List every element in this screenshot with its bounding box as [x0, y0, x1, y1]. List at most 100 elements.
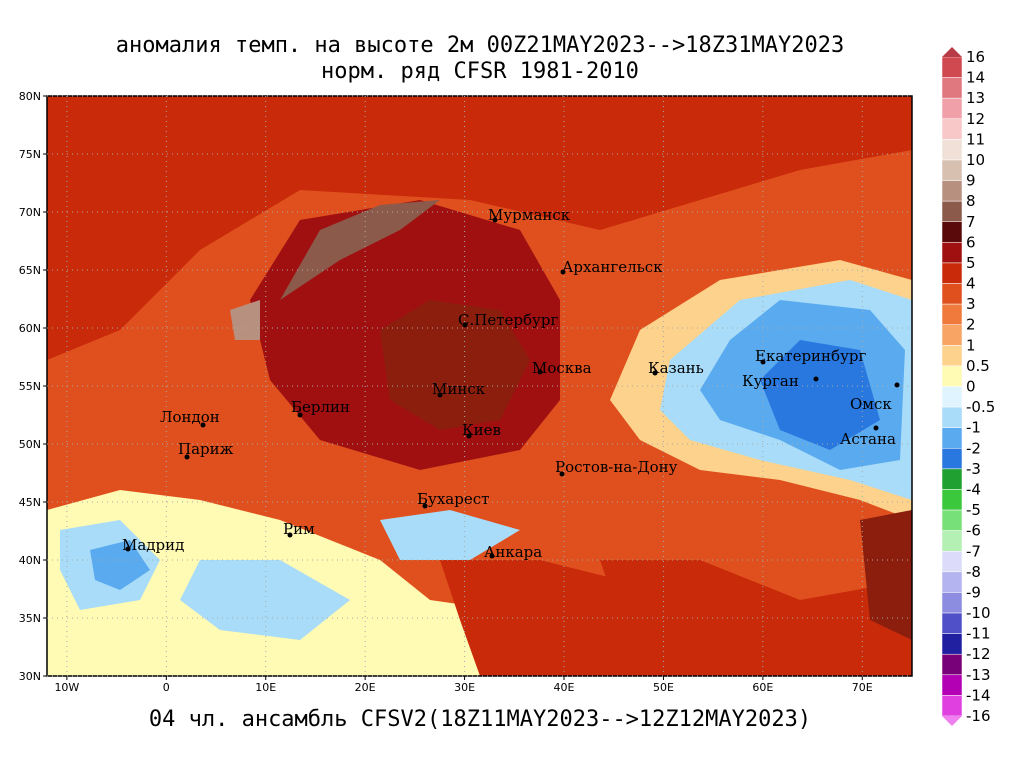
city-label: Ростов-на-Дону [555, 458, 678, 476]
colorbar-swatch [941, 77, 963, 99]
city-dot [462, 322, 468, 328]
lon-tick-label: 10W [54, 681, 79, 694]
colorbar-arrow [942, 47, 962, 57]
colorbar-label: -7 [966, 542, 981, 560]
colorbar-swatch [941, 633, 963, 655]
city-dot [560, 269, 566, 275]
lat-tick-label: 40N [19, 554, 41, 567]
colorbar-label: 14 [966, 69, 985, 87]
lat-tick-label: 75N [19, 148, 41, 161]
city-label: Архангельск [562, 258, 663, 276]
colorbar-swatch [941, 221, 963, 243]
city-label: Астана [840, 430, 896, 448]
colorbar-label: -6 [966, 522, 981, 540]
title-line: аномалия темп. на высоте 2м 00Z21MAY2023… [116, 33, 844, 58]
colorbar-label: -13 [966, 666, 991, 684]
colorbar-label: -10 [966, 604, 991, 622]
colorbar-label: 13 [966, 89, 985, 107]
city-dot [559, 471, 565, 477]
colorbar-swatch [941, 324, 963, 346]
city-dot [422, 503, 428, 509]
lon-tick-label: 70E [852, 681, 873, 694]
city-label: Париж [178, 440, 234, 458]
colorbar-swatch [941, 509, 963, 531]
lon-tick-label: 30E [454, 681, 475, 694]
city-label: Минск [432, 380, 486, 398]
colorbar-label: -2 [966, 439, 981, 457]
city-dot [489, 553, 495, 559]
city-label: Берлин [291, 398, 350, 416]
colorbar-label: 4 [966, 275, 976, 293]
lat-tick-label: 55N [19, 380, 41, 393]
lat-tick-label: 65N [19, 264, 41, 277]
colorbar-label: -0.5 [966, 398, 995, 416]
colorbar-label: -1 [966, 419, 981, 437]
city-dot [873, 425, 879, 431]
colorbar-swatch [941, 139, 963, 161]
colorbar-swatch [941, 159, 963, 181]
colorbar-swatch [941, 674, 963, 696]
footer: 04 чл. ансамбль CFSV2(18Z11MAY2023-->12Z… [149, 707, 811, 732]
city-dot [652, 370, 658, 376]
colorbar-swatch [941, 489, 963, 511]
city-label: С.Петербург [458, 311, 558, 329]
lat-tick-label: 35N [19, 612, 41, 625]
city-dot [297, 412, 303, 418]
lat-tick-label: 45N [19, 496, 41, 509]
colorbar-swatch [941, 427, 963, 449]
city-label: Омск [850, 395, 892, 413]
lon-tick-label: 0 [163, 681, 170, 694]
colorbar-swatch [941, 200, 963, 222]
city-dot [466, 433, 472, 439]
colorbar-swatch [941, 448, 963, 470]
colorbar-swatch [941, 612, 963, 634]
colorbar-swatch [941, 571, 963, 593]
colorbar-swatch [941, 283, 963, 305]
city-label: Казань [648, 359, 704, 377]
colorbar-swatch [941, 551, 963, 573]
colorbar-label: 8 [966, 192, 976, 210]
colorbar-label: -5 [966, 501, 981, 519]
lat-tick-label: 80N [19, 90, 41, 103]
colorbar-swatch [941, 695, 963, 717]
colorbar-label: -12 [966, 645, 991, 663]
colorbar-swatch [941, 530, 963, 552]
city-label: Мадрид [122, 536, 184, 554]
colorbar-swatch [941, 386, 963, 408]
city-dot [287, 532, 293, 538]
city-dot [200, 422, 206, 428]
lat-tick-label: 50N [19, 438, 41, 451]
city-label: Бухарест [417, 490, 489, 508]
city-dot [813, 376, 819, 382]
colorbar-swatch [941, 592, 963, 614]
colorbar-label: -11 [966, 625, 991, 643]
colorbar-swatch [941, 303, 963, 325]
colorbar-label: 0.5 [966, 357, 990, 375]
city-label: Москва [532, 359, 592, 377]
colorbar-label: -14 [966, 686, 991, 704]
city-label: Курган [742, 372, 799, 390]
colorbar-swatch [941, 653, 963, 676]
colorbar-swatch [941, 406, 963, 428]
city-dot [437, 392, 443, 398]
lon-tick-label: 50E [653, 681, 674, 694]
lat-tick-label: 60N [19, 322, 41, 335]
city-dot [184, 454, 190, 460]
city-dot [492, 217, 498, 223]
colorbar-label: 7 [966, 213, 976, 231]
colorbar-label: 1 [966, 336, 976, 354]
lat-tick-label: 30N [19, 670, 41, 683]
title-line: норм. ряд CFSR 1981-2010 [321, 59, 639, 84]
colorbar-swatch [941, 468, 963, 490]
city-dot [125, 546, 131, 552]
city-label: Екатеринбург [755, 347, 866, 365]
colorbar-label: 10 [966, 151, 985, 169]
colorbar-label: 9 [966, 172, 976, 190]
lon-tick-label: 60E [752, 681, 773, 694]
colorbar-swatch [941, 180, 963, 202]
colorbar-label: -4 [966, 480, 981, 498]
colorbar-label: 5 [966, 254, 976, 272]
anomaly-field [47, 96, 912, 676]
colorbar-label: 3 [966, 295, 976, 313]
